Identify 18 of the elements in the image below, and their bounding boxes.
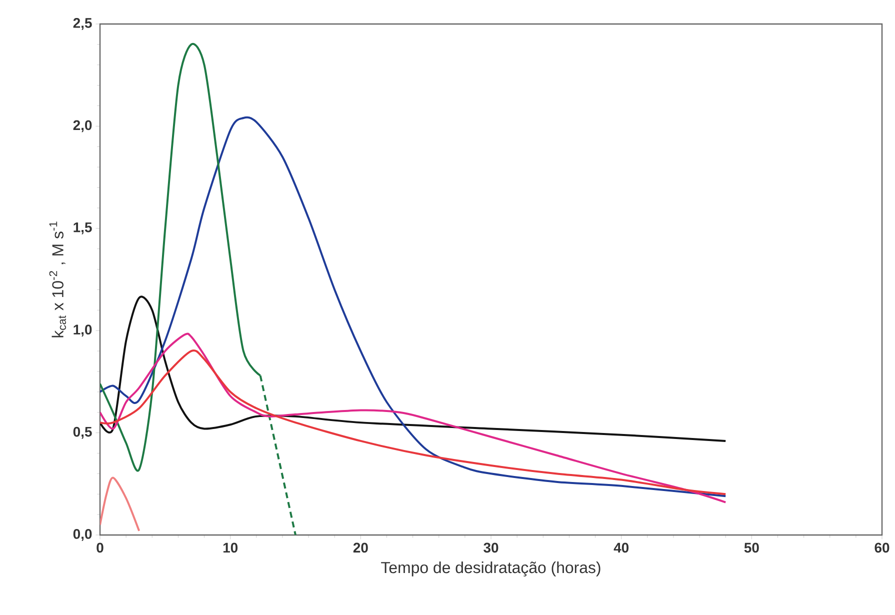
- x-axis-title: Tempo de desidratação (horas): [381, 561, 600, 576]
- y-tick-label: 2,0: [73, 120, 92, 132]
- line-series: [100, 117, 727, 498]
- y-tick-label: 1,0: [74, 324, 92, 337]
- x-tick-label: 0: [96, 542, 104, 553]
- x-tick-label: 10: [223, 542, 238, 553]
- line-series: [100, 476, 140, 532]
- y-axis-title: k$_{cat}$ x 10$^{-2}$ , M s$^{-1}$: [49, 222, 66, 338]
- y-tick-label: 0,5: [73, 426, 92, 439]
- x-tick-label: 20: [353, 542, 368, 553]
- x-tick-label: 60: [874, 542, 890, 553]
- x-tick-label: 50: [744, 542, 759, 553]
- x-tick-label: 30: [484, 542, 498, 553]
- y-tick-label: 0,0: [73, 529, 92, 541]
- y-tick-label: 2,5: [73, 18, 92, 30]
- line-series: [100, 296, 727, 442]
- x-tick-label: 40: [614, 542, 629, 553]
- y-tick-label: 1,5: [74, 222, 92, 234]
